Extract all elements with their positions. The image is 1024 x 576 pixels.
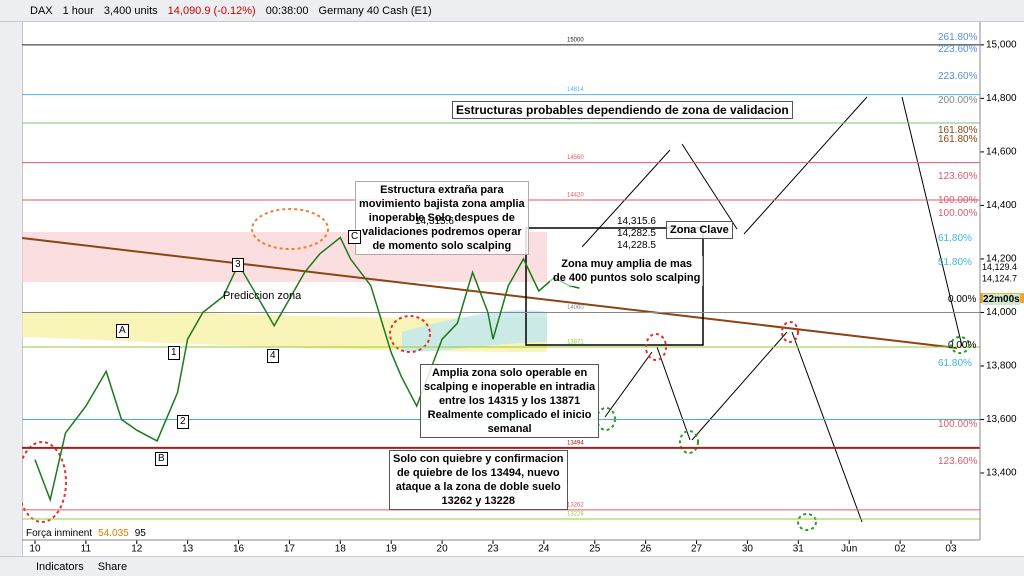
level-label: 15000	[567, 37, 584, 43]
indicator-row: Força inminent 54.035 95	[26, 528, 146, 539]
note: Zona muy amplia de mas de 400 puntos sol…	[550, 256, 704, 286]
box-level: 14,315.6	[617, 216, 656, 227]
x-tick-label: 02	[895, 544, 907, 555]
x-tick-label: 26	[640, 544, 652, 555]
zone-box	[525, 227, 704, 346]
x-tick-label: 24	[538, 544, 550, 555]
y-tick-label: 14,800	[986, 93, 1017, 104]
trend-line	[22, 237, 958, 349]
box-levels: 14,315.6 14,282.5 14,228.5	[617, 216, 656, 252]
x-tick-label: 03	[945, 544, 957, 555]
fib-label: 0.00%	[948, 340, 977, 351]
x-tick-label: 27	[691, 544, 703, 555]
note: Estructuras probables dependiendo de zon…	[452, 101, 793, 119]
wave-label: 4	[267, 349, 279, 363]
x-tick-label: 20	[437, 544, 449, 555]
x-tick-label: 12	[131, 544, 143, 555]
note: Estructura extraña para movimiento bajis…	[355, 181, 529, 255]
x-tick-label: 30	[742, 544, 754, 555]
y-tick-label: 13,800	[986, 361, 1017, 372]
toolbar: DAX 1 hour 3,400 units 14,090.9 (-0.12%)…	[0, 0, 1024, 22]
fib-label: 123.60%	[938, 171, 978, 182]
x-tick-label: 10	[29, 544, 41, 555]
level-label: 13228	[567, 512, 584, 518]
x-tick-label: 17	[284, 544, 296, 555]
y-tick-label: 14,000	[986, 307, 1017, 318]
wave-label: 2	[177, 415, 189, 429]
y-tick-label: 14,600	[986, 147, 1017, 158]
box-level: 14,228.5	[617, 240, 656, 251]
price-label-bg	[980, 274, 1024, 285]
indicator-period: 95	[134, 528, 146, 539]
x-tick-label: 25	[589, 544, 601, 555]
level-label: 14000	[567, 305, 584, 311]
indicator-value: 54.035	[98, 528, 129, 539]
share-button[interactable]: Share	[97, 560, 128, 573]
level-label: 13871	[567, 340, 584, 346]
fib-label: 223.60%	[938, 44, 978, 55]
countdown: 22m00s	[983, 294, 1020, 305]
x-tick-label: 19	[386, 544, 398, 555]
x-tick-label: 13	[182, 544, 194, 555]
fib-label: 200.00%	[938, 95, 978, 106]
box-level: 14,315.6	[415, 216, 454, 227]
wave-label: 3	[232, 258, 244, 272]
y-tick-label: 13,600	[986, 414, 1017, 425]
fib-label: 0.00%	[948, 294, 977, 305]
x-tick-label: 11	[81, 544, 92, 555]
price-label-bg	[980, 262, 1024, 273]
x-tick-label: 18	[335, 544, 347, 555]
x-tick-label: Jun	[841, 544, 857, 555]
time: 00:38:00	[265, 4, 309, 17]
tool-sidebar[interactable]	[0, 22, 23, 556]
note: Zona Clave	[666, 221, 733, 239]
fib-label: 223.60%	[938, 71, 978, 82]
symbol[interactable]: DAX	[30, 4, 53, 17]
fib-label: 161.80%	[938, 134, 978, 145]
box-level: 14,282.5	[617, 228, 656, 239]
price-axis	[980, 22, 1024, 556]
wave-label: B	[155, 452, 168, 466]
fib-label: 123.60%	[938, 456, 978, 467]
fib-label: 100.00%	[938, 419, 978, 430]
fib-label: 100.00%	[938, 195, 978, 206]
level-label: 14420	[567, 193, 584, 199]
level-label: 14814	[567, 87, 584, 93]
units[interactable]: 3,400 units	[103, 4, 158, 17]
note: Prediccion zona	[223, 290, 302, 302]
indicator-name: Força inminent	[26, 528, 93, 539]
y-tick-label: 15,000	[986, 39, 1017, 50]
arrows	[581, 96, 963, 523]
y-tick-label: 14,400	[986, 200, 1017, 211]
level-label: 14560	[567, 155, 584, 161]
fib-label: 161.80%	[938, 125, 978, 136]
level-label: 13494	[567, 440, 584, 446]
wave-label: 1	[168, 346, 180, 360]
indicators-button[interactable]: Indicators	[36, 560, 84, 573]
x-tick-label: 31	[793, 544, 805, 555]
y-tick-label: 13,400	[986, 468, 1017, 479]
note: Solo con quiebre y confirmacion de quieb…	[389, 450, 568, 510]
x-tick-label: 23	[487, 544, 499, 555]
fib-label: 61.80%	[938, 233, 972, 244]
fib-label: 100.00%	[938, 208, 978, 219]
price-line	[34, 236, 580, 503]
note: Amplia zona solo operable en scalping e …	[420, 364, 600, 438]
instrument: Germany 40 Cash (E1)	[318, 4, 432, 17]
price: 14,090.9 (-0.12%)	[167, 4, 256, 17]
fib-label: 51.80%	[938, 257, 972, 268]
wave-label: C	[348, 230, 362, 244]
bottom-toolbar: Indicators Share	[0, 556, 1024, 576]
wave-label: A	[116, 324, 129, 338]
x-tick-label: 16	[233, 544, 245, 555]
level-label: 13262	[567, 503, 584, 509]
y-tick-label: 14,200	[986, 254, 1017, 265]
timeframe[interactable]: 1 hour	[62, 4, 94, 17]
price-label: 14,124.7	[982, 273, 1017, 283]
cloud	[402, 310, 547, 352]
fib-label: 261.80%	[938, 32, 978, 43]
fib-label: 61.80%	[938, 358, 972, 369]
price-label: 14,129.4	[982, 262, 1017, 272]
